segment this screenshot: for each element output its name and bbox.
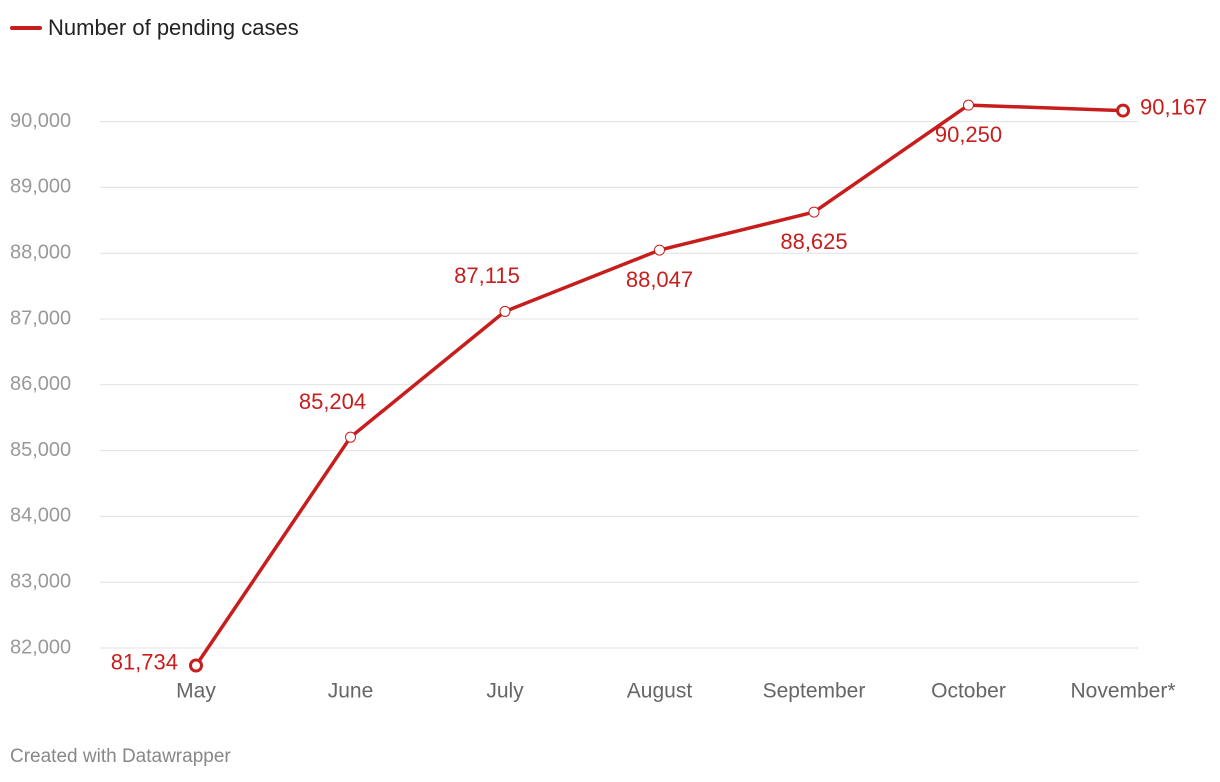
data-point	[189, 658, 203, 673]
footer-credit: Created with Datawrapper	[10, 746, 231, 767]
x-tick-label: June	[328, 680, 374, 703]
x-tick-label: August	[627, 680, 693, 703]
data-label: 90,167	[1140, 94, 1207, 119]
legend-label: Number of pending cases	[48, 15, 299, 40]
y-tick-label: 90,000	[10, 110, 71, 132]
chart-legend: Number of pending cases	[10, 14, 299, 42]
data-point	[808, 206, 820, 218]
data-label: 88,625	[780, 229, 847, 254]
data-point	[1116, 103, 1130, 118]
data-point	[963, 99, 974, 111]
x-tick-label: October	[931, 680, 1006, 703]
y-tick-label: 83,000	[10, 570, 71, 592]
y-tick-label: 88,000	[10, 241, 71, 263]
y-tick-label: 86,000	[10, 373, 71, 395]
series-line	[194, 103, 1125, 668]
x-tick-label: September	[763, 680, 866, 703]
data-label: 87,115	[454, 263, 520, 288]
y-tick-label: 87,000	[10, 307, 71, 329]
data-label: 85,204	[299, 389, 366, 414]
data-point	[499, 305, 511, 317]
legend-line-swatch	[10, 26, 42, 30]
x-tick-label: November*	[1070, 680, 1175, 703]
data-label: 88,047	[626, 267, 693, 292]
x-tick-label: July	[486, 680, 524, 703]
y-tick-label: 84,000	[10, 505, 71, 527]
data-label: 90,250	[935, 122, 1002, 147]
y-tick-label: 85,000	[10, 439, 71, 461]
data-point	[654, 244, 665, 256]
data-label: 81,734	[111, 649, 178, 674]
data-point	[345, 431, 356, 443]
y-tick-label: 82,000	[10, 636, 71, 658]
x-tick-label: May	[176, 680, 216, 703]
y-tick-label: 89,000	[10, 176, 71, 198]
